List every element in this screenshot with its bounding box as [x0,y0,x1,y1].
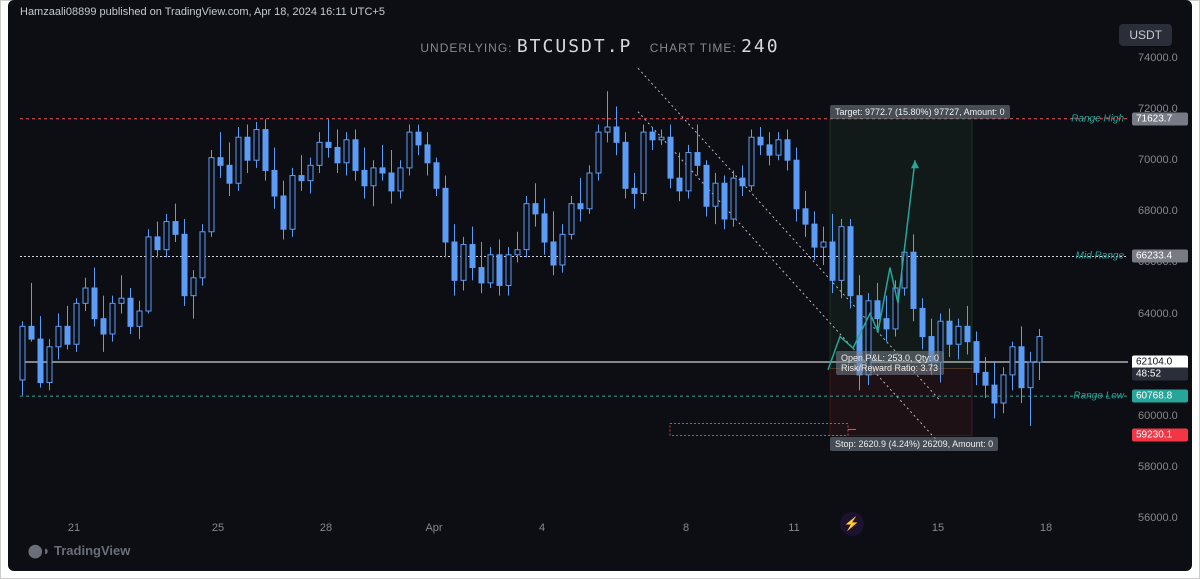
chart-container: Hamzaali08899 published on TradingView.c… [8,0,1192,571]
x-tick: 4 [539,522,545,534]
x-tick: Apr [425,522,442,534]
x-tick: 25 [212,522,224,534]
chart-title: UNDERLYING: BTCUSDT.P CHART TIME: 240 [8,36,1192,57]
y-tick: 68000.0 [1132,205,1188,217]
mid-range-label: Mid Range [1076,251,1124,262]
tradingview-logo: ⬤◗ TradingView [28,543,130,559]
logo-icon: ⬤◗ [28,543,54,558]
brand-text: TradingView [54,543,130,558]
stop-annotation: Stop: 2620.9 (4.24%) 26209, Amount: 0 [830,437,998,451]
x-tick: 18 [1040,522,1052,534]
price-badge: 66233.4 [1132,250,1188,263]
price-badge: 71623.7 [1132,112,1188,125]
x-tick: 21 [68,522,80,534]
x-axis: 21 25 28 Apr 4 8 11 15 18 [20,522,1128,542]
chart-time: 240 [741,36,780,57]
price-badge: 60768.8 [1132,390,1188,403]
x-tick: 28 [320,522,332,534]
plot-area[interactable]: Target: 9772.7 (15.80%) 97727, Amount: 0… [20,58,1128,518]
pnl-line1: Open P&L: 253.0, Qty: 0 [841,353,939,363]
countdown-badge: 48:52 [1132,368,1188,381]
range-high-label: Range High [1071,113,1124,124]
y-axis: 56000.058000.060000.062000.064000.066000… [1132,58,1188,518]
range-low-label: Range Low [1073,391,1124,402]
chart-time-label: CHART TIME: [650,41,737,55]
pnl-annotation: Open P&L: 253.0, Qty: 0 Risk/Reward Rati… [836,351,944,375]
y-tick: 70000.0 [1132,154,1188,166]
target-annotation: Target: 9772.7 (15.80%) 97727, Amount: 0 [830,105,1010,119]
pnl-line2: Risk/Reward Ratio: 3.73 [841,363,938,373]
price-badge: 59230.1 [1132,429,1188,442]
x-tick: 8 [683,522,689,534]
x-tick: 11 [788,522,799,534]
publish-info: Hamzaali08899 published on TradingView.c… [20,6,385,18]
y-tick: 58000.0 [1132,461,1188,473]
y-tick: 56000.0 [1132,512,1188,524]
underlying-label: UNDERLYING: [420,41,512,55]
y-tick: 60000.0 [1132,410,1188,422]
x-tick: 15 [932,522,944,534]
y-tick: 74000.0 [1132,52,1188,64]
y-tick: 64000.0 [1132,308,1188,320]
symbol: BTCUSDT.P [517,36,633,57]
